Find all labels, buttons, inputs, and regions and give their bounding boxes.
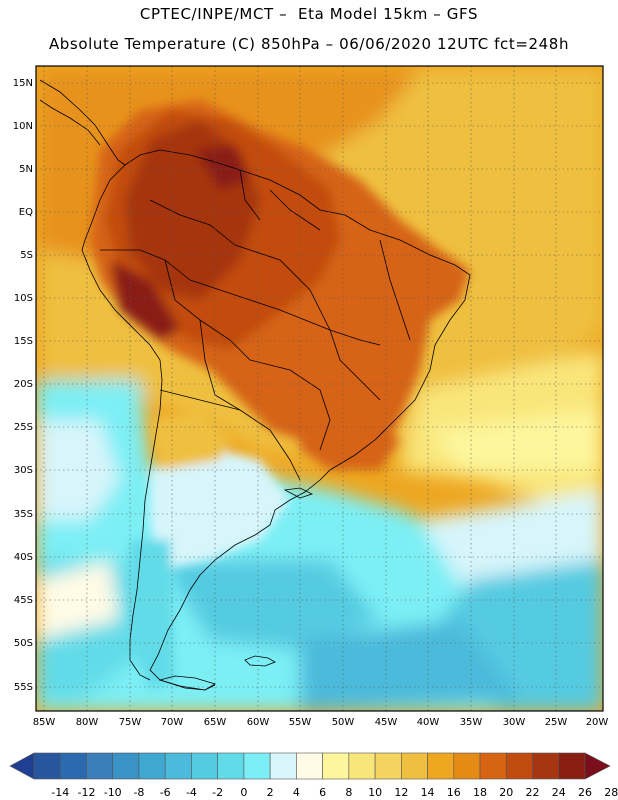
colorbar-label: 20	[499, 786, 513, 799]
colorbar-label: -14	[51, 786, 69, 799]
lat-label: 45S	[14, 595, 33, 606]
lon-label: 55W	[289, 717, 312, 728]
lon-label: 30W	[503, 717, 526, 728]
colorbar-label: 2	[267, 786, 274, 799]
lat-label: 25S	[14, 422, 33, 433]
colorbar-swatch	[558, 752, 586, 780]
lon-label: 65W	[204, 717, 227, 728]
lon-label: 70W	[161, 717, 184, 728]
map-frame	[35, 65, 604, 712]
colorbar-swatch	[427, 752, 455, 780]
colorbar-swatch	[401, 752, 428, 780]
colorbar-swatch	[348, 752, 376, 780]
lon-label: 60W	[247, 717, 270, 728]
lat-label: 55S	[14, 682, 33, 693]
colorbar-label: 24	[552, 786, 566, 799]
lat-label: 10S	[14, 293, 33, 304]
colorbar-label: -4	[186, 786, 197, 799]
colorbar-label: -6	[160, 786, 171, 799]
colorbar-label: 4	[293, 786, 300, 799]
colorbar-max-arrow	[584, 752, 611, 780]
lat-label: 35S	[14, 509, 33, 520]
colorbar-swatch	[374, 752, 402, 780]
lon-label: 80W	[76, 717, 99, 728]
lat-label: 15N	[13, 78, 33, 89]
colorbar-label: 12	[394, 786, 408, 799]
colorbar-swatch	[532, 752, 560, 780]
lat-label: 50S	[14, 638, 33, 649]
colorbar-swatch	[269, 752, 297, 780]
lat-label: 5N	[19, 164, 33, 175]
colorbar-swatch	[217, 752, 245, 780]
lat-label: 10N	[13, 121, 33, 132]
colorbar-swatch	[138, 752, 166, 780]
lat-label: 40S	[14, 552, 33, 563]
lon-label: 85W	[33, 717, 56, 728]
graticule	[36, 66, 603, 711]
colorbar-label: 8	[345, 786, 352, 799]
lon-label: 50W	[332, 717, 355, 728]
lon-label: 20W	[586, 717, 609, 728]
coastlines	[39, 79, 471, 691]
colorbar-swatch	[322, 752, 350, 780]
lon-label: 40W	[417, 717, 440, 728]
lon-label: 45W	[375, 717, 398, 728]
colorbar-swatch	[243, 752, 271, 780]
colorbar-label: -10	[104, 786, 122, 799]
colorbar-label: 16	[447, 786, 461, 799]
colorbar-swatch	[479, 752, 507, 780]
colorbar-swatch	[112, 752, 140, 780]
colorbar-swatch	[453, 752, 481, 780]
colorbar-swatch	[505, 752, 533, 780]
colorbar-label: 6	[319, 786, 326, 799]
lat-label: 15S	[14, 336, 33, 347]
colorbar-label: 18	[473, 786, 487, 799]
colorbar-swatch	[86, 752, 114, 780]
colorbar-swatch	[33, 752, 61, 780]
colorbar-label: -8	[133, 786, 144, 799]
colorbar-label: 10	[368, 786, 382, 799]
lat-label: 30S	[14, 465, 33, 476]
colorbar-swatch	[191, 752, 218, 780]
lon-label: 35W	[460, 717, 483, 728]
map-title-line-2: Absolute Temperature (C) 850hPa – 06/06/…	[48, 35, 570, 53]
lat-label: 5S	[20, 250, 33, 261]
lon-label: 75W	[119, 717, 142, 728]
lat-label: EQ	[19, 207, 33, 218]
latitude-labels: 15N 10N 5N EQ 5S 10S 15S 20S 25S 30S 35S…	[13, 78, 33, 693]
colorbar-label: 28	[604, 786, 618, 799]
colorbar-label: -12	[77, 786, 95, 799]
colorbar-label: 0	[240, 786, 247, 799]
colorbar-label: 26	[578, 786, 592, 799]
colorbar-label: -2	[212, 786, 223, 799]
lat-label: 20S	[14, 379, 33, 390]
longitude-labels: 85W 80W 75W 70W 65W 60W 55W 50W 45W 40W …	[33, 717, 609, 728]
colorbar-swatch	[59, 752, 87, 780]
colorbar-label: 14	[421, 786, 435, 799]
colorbar-swatch	[164, 752, 192, 780]
colorbar: -14 -12 -10 -8 -6 -4 -2 0 2 4 6 8 10 12 14 16 18 20 22 24 26…	[9, 752, 618, 799]
map-title-line-1: CPTEC/INPE/MCT – Eta Model 15km – GFS	[139, 5, 479, 23]
colorbar-swatch	[296, 752, 323, 780]
colorbar-min-arrow	[9, 752, 35, 780]
colorbar-label: 22	[526, 786, 540, 799]
lon-label: 25W	[545, 717, 568, 728]
temperature-field	[36, 66, 603, 711]
